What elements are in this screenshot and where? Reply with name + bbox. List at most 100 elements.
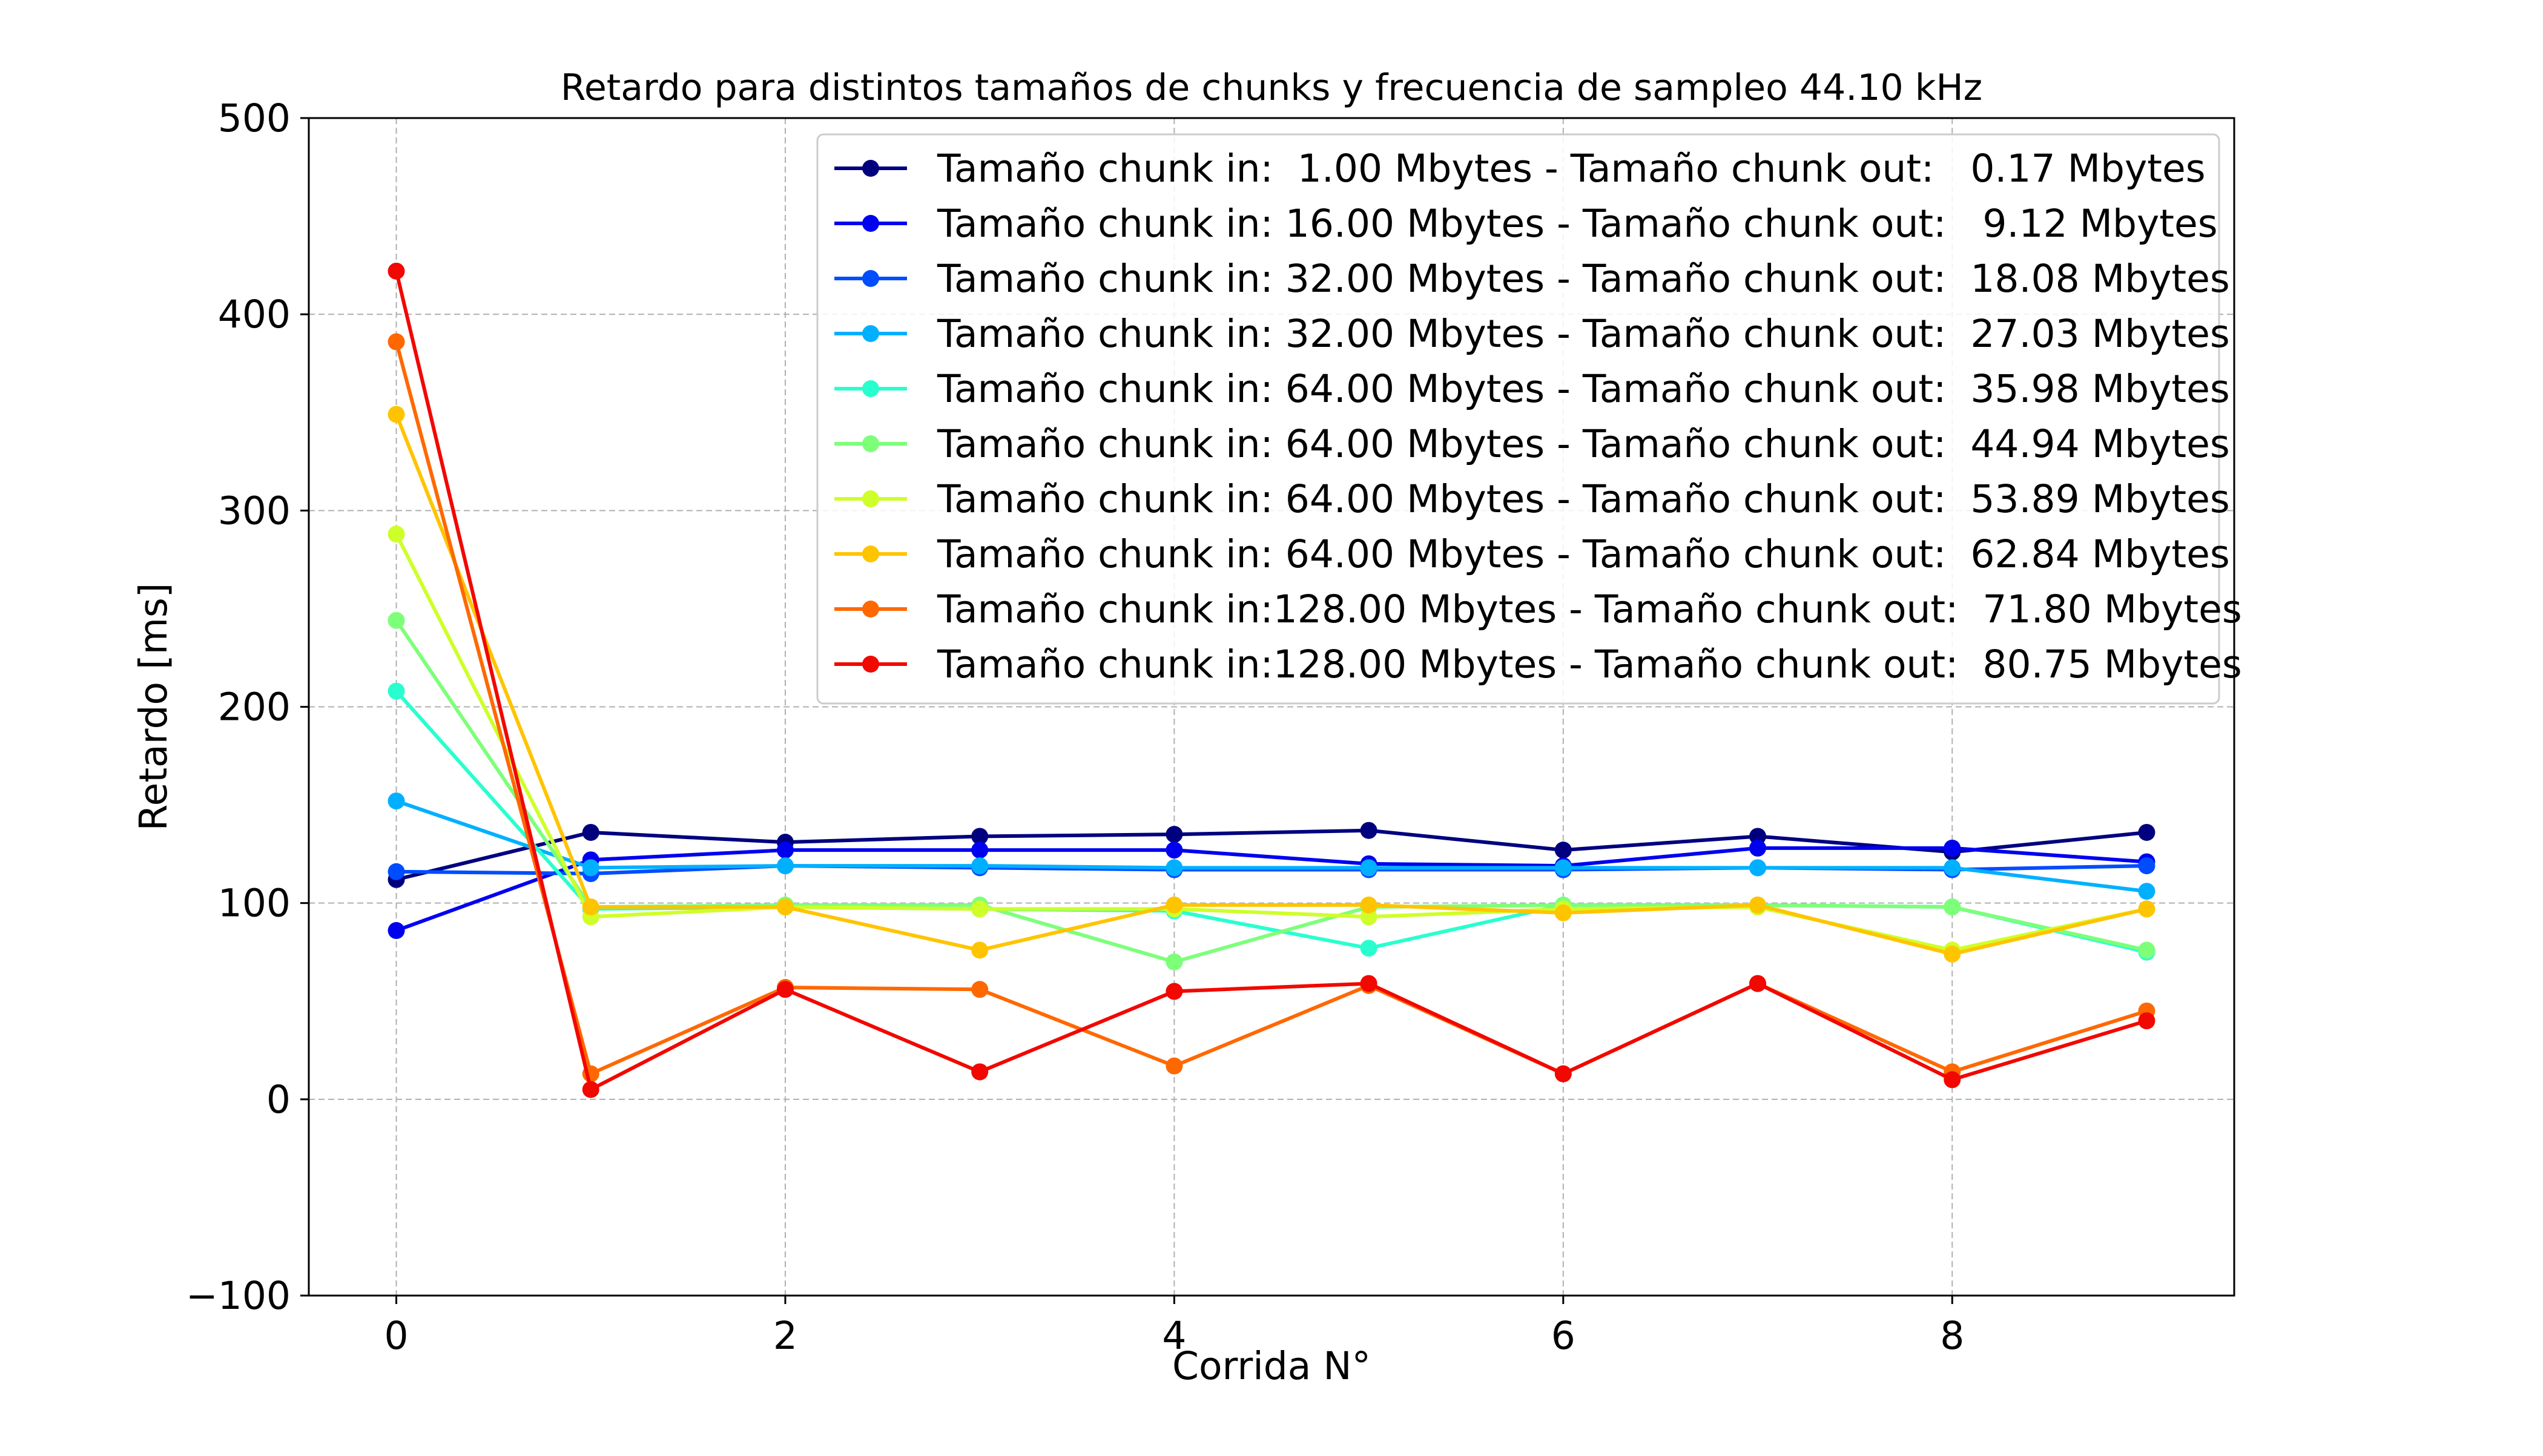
series-lines	[388, 262, 2155, 1098]
data-point	[388, 863, 405, 880]
x-tick-label: 0	[384, 1314, 408, 1358]
legend-marker	[862, 545, 879, 562]
data-point	[1749, 828, 1767, 845]
legend-label: Tamaño chunk in: 16.00 Mbytes - Tamaño c…	[937, 202, 2218, 246]
data-point	[971, 941, 989, 959]
series-line	[395, 828, 2147, 881]
data-point	[2138, 900, 2155, 918]
data-point	[388, 262, 405, 280]
data-point	[1360, 975, 1377, 992]
legend-marker	[862, 601, 879, 618]
data-point	[1944, 945, 1961, 963]
legend-label: Tamaño chunk in: 32.00 Mbytes - Tamaño c…	[937, 312, 2230, 356]
data-point	[582, 859, 599, 877]
series-line	[394, 413, 2148, 956]
series-1	[388, 822, 2155, 888]
y-tick-label: 0	[266, 1078, 291, 1122]
data-point	[582, 823, 599, 841]
legend-marker	[862, 435, 879, 452]
data-point	[1166, 842, 1183, 859]
y-tick-label: 100	[218, 881, 291, 926]
data-point	[1166, 896, 1183, 914]
data-point	[1944, 859, 1961, 877]
legend-label: Tamaño chunk in:128.00 Mbytes - Tamaño c…	[937, 587, 2242, 631]
data-point	[776, 898, 794, 916]
legend-marker	[862, 215, 879, 232]
data-point	[1166, 983, 1183, 1000]
series-4	[388, 792, 2155, 900]
data-point	[388, 682, 405, 700]
data-point	[1749, 859, 1767, 877]
series-line	[395, 846, 2147, 932]
data-point	[1360, 908, 1377, 926]
data-point	[1749, 975, 1767, 992]
data-point	[388, 611, 405, 629]
legend-box	[816, 133, 2220, 705]
data-point	[776, 842, 794, 859]
data-point	[1166, 1057, 1183, 1075]
y-tick-label: −100	[186, 1274, 291, 1318]
data-point	[2138, 857, 2155, 875]
legend-marker	[862, 490, 879, 507]
data-point	[1360, 822, 1377, 839]
series-8	[388, 406, 2155, 963]
data-point	[2138, 1012, 2155, 1030]
data-point	[1360, 896, 1377, 914]
legend-marker	[862, 380, 879, 397]
legend-label: Tamaño chunk in: 64.00 Mbytes - Tamaño c…	[937, 422, 2230, 466]
data-point	[1166, 826, 1183, 843]
x-tick-label: 4	[1162, 1314, 1186, 1358]
data-point	[1944, 1071, 1961, 1089]
data-point	[776, 981, 794, 998]
data-point	[971, 828, 989, 845]
data-point	[2138, 823, 2155, 841]
chart-title: Retardo para distintos tamaños de chunks…	[561, 67, 1982, 109]
data-point	[1944, 898, 1961, 916]
data-point	[388, 525, 405, 543]
legend-label: Tamaño chunk in: 1.00 Mbytes - Tamaño ch…	[937, 147, 2206, 191]
y-tick-label: 400	[218, 292, 291, 337]
data-point	[1554, 904, 1572, 921]
data-point	[2138, 941, 2155, 959]
legend: Tamaño chunk in: 1.00 Mbytes - Tamaño ch…	[816, 133, 2242, 705]
data-point	[1749, 839, 1767, 857]
series-line	[394, 341, 2148, 1076]
axis-ticks: 0 2 4 6 8 −100 0 100 200 300 400 500	[186, 96, 1964, 1358]
data-point	[971, 857, 989, 875]
data-point	[1166, 859, 1183, 877]
series-line	[394, 271, 2148, 1092]
legend-marker	[862, 160, 879, 177]
y-axis-label: Retardo [ms]	[131, 583, 176, 831]
data-point	[388, 333, 405, 351]
legend-marker	[862, 270, 879, 287]
series-2	[388, 839, 2155, 940]
data-point	[2138, 883, 2155, 900]
x-tick-label: 2	[773, 1314, 797, 1358]
data-point	[582, 1081, 599, 1098]
legend-label: Tamaño chunk in: 64.00 Mbytes - Tamaño c…	[937, 477, 2230, 521]
data-point	[388, 792, 405, 810]
data-point	[1749, 896, 1767, 914]
data-point	[776, 857, 794, 875]
legend-label: Tamaño chunk in: 64.00 Mbytes - Tamaño c…	[937, 367, 2230, 411]
data-point	[1360, 859, 1377, 877]
legend-label: Tamaño chunk in: 32.00 Mbytes - Tamaño c…	[937, 257, 2230, 301]
x-tick-label: 6	[1551, 1314, 1575, 1358]
data-point	[1554, 859, 1572, 877]
x-tick-label: 8	[1940, 1314, 1964, 1358]
series-line	[395, 799, 2147, 894]
data-point	[971, 900, 989, 918]
data-point	[971, 1063, 989, 1081]
series-10	[388, 262, 2155, 1098]
data-point	[971, 842, 989, 859]
x-axis-label: Corrida N°	[1172, 1344, 1371, 1388]
legend-marker	[862, 656, 879, 673]
legend-marker	[862, 325, 879, 342]
data-point	[388, 922, 405, 940]
data-point	[1554, 1065, 1572, 1082]
y-tick-label: 500	[218, 96, 291, 140]
data-point	[1554, 842, 1572, 859]
data-point	[582, 898, 599, 916]
